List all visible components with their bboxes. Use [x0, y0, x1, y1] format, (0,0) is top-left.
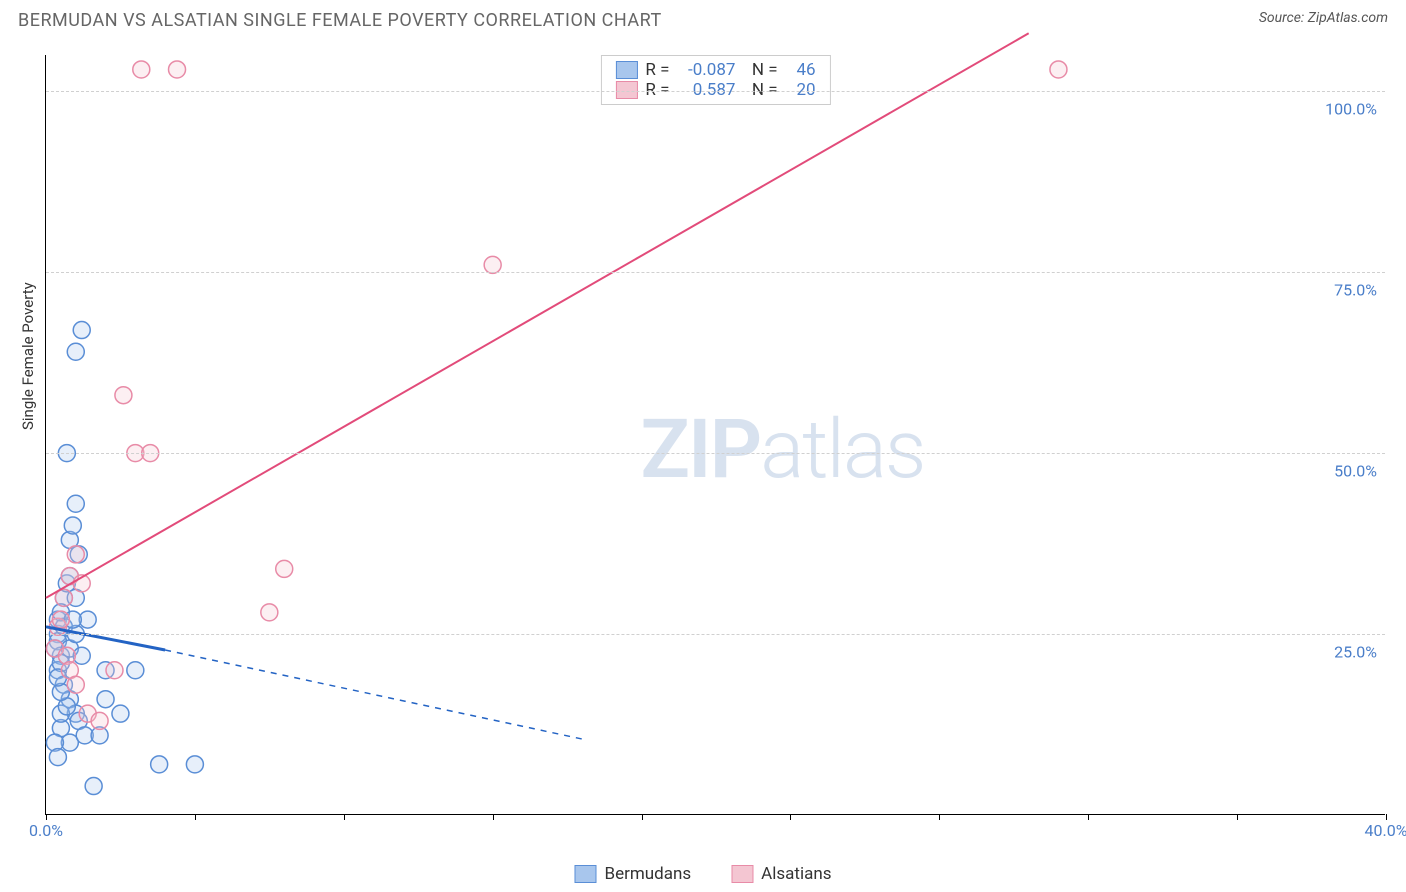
x-tick	[1386, 814, 1387, 820]
stat-n-label: N =	[743, 80, 777, 100]
gridline	[46, 634, 1385, 635]
stat-r-value: -0.087	[677, 60, 735, 80]
y-axis-label: Single Female Poverty	[19, 282, 37, 430]
chart-title: BERMUDAN VS ALSATIAN SINGLE FEMALE POVER…	[18, 10, 662, 31]
y-tick-label: 25.0%	[1334, 643, 1377, 662]
stats-row: R = -0.087 N = 46	[615, 60, 815, 80]
stat-r-label: R =	[645, 80, 669, 100]
legend-swatch	[574, 865, 596, 883]
x-tick	[344, 814, 345, 820]
y-tick-label: 100.0%	[1325, 100, 1377, 119]
x-tick	[790, 814, 791, 820]
x-tick	[642, 814, 643, 820]
legend-item: Alsatians	[731, 864, 831, 884]
stat-n-value: 20	[786, 80, 816, 100]
stat-swatch	[615, 81, 637, 99]
y-tick-label: 75.0%	[1334, 281, 1377, 300]
x-tick-label: 0.0%	[29, 821, 63, 840]
x-tick	[46, 814, 47, 820]
legend-label: Bermudans	[604, 864, 691, 884]
stat-r-label: R =	[645, 60, 669, 80]
stat-n-label: N =	[743, 60, 777, 80]
legend: Bermudans Alsatians	[574, 864, 831, 884]
stat-n-value: 46	[786, 60, 816, 80]
stats-box: R = -0.087 N = 46 R = 0.587 N = 20	[600, 55, 830, 105]
plot-svg	[46, 55, 1385, 814]
legend-item: Bermudans	[574, 864, 691, 884]
stats-row: R = 0.587 N = 20	[615, 80, 815, 100]
stat-swatch	[615, 61, 637, 79]
x-tick	[939, 814, 940, 820]
y-tick-label: 50.0%	[1334, 462, 1377, 481]
stat-r-value: 0.587	[677, 80, 735, 100]
x-tick-label: 40.0%	[1365, 821, 1406, 840]
x-tick	[1088, 814, 1089, 820]
x-tick	[195, 814, 196, 820]
scatter-chart: ZIPatlas R =-0.087 N =46R =0.587 N =20 2…	[45, 55, 1385, 815]
x-tick	[1237, 814, 1238, 820]
legend-label: Alsatians	[761, 864, 831, 884]
x-tick	[493, 814, 494, 820]
legend-swatch	[731, 865, 753, 883]
gridline	[46, 272, 1385, 273]
source-attribution: Source: ZipAtlas.com	[1259, 10, 1388, 26]
gridline	[46, 91, 1385, 92]
gridline	[46, 453, 1385, 454]
